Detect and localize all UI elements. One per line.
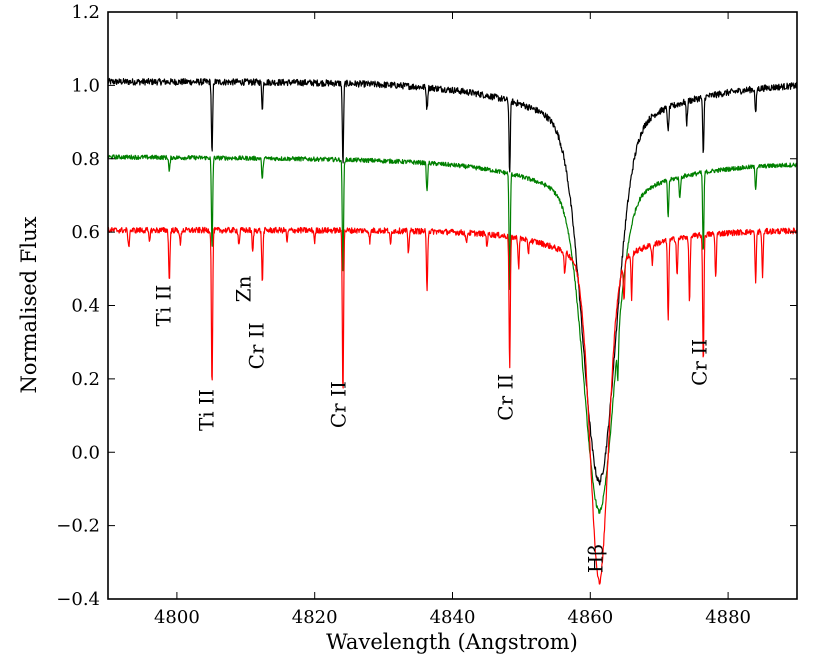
y-tick-label: −0.4 — [56, 589, 100, 610]
y-tick-label: 0.8 — [71, 149, 100, 170]
line-annotation: Ti II — [152, 285, 176, 327]
y-axis-label: Normalised Flux — [17, 216, 41, 393]
y-tick-label: 1.0 — [71, 75, 100, 96]
x-tick-label: 4800 — [154, 607, 200, 628]
y-tick-label: 0.0 — [71, 442, 100, 463]
x-tick-label: 4820 — [292, 607, 338, 628]
y-tick-label: 1.2 — [71, 2, 100, 23]
y-tick-label: 0.4 — [71, 296, 100, 317]
x-axis-label: Wavelength (Angstrom) — [326, 630, 578, 654]
plot-lines — [107, 77, 798, 585]
axis-ticks: 4800 4820 4840 4860 4880 −0.4 −0.2 0.0 0.2 0.4 0.6… — [56, 2, 797, 628]
y-tick-label: −0.2 — [56, 516, 100, 537]
x-tick-label: 4880 — [705, 607, 751, 628]
line-annotation: Cr II — [327, 381, 351, 428]
series-line-2 — [107, 226, 798, 585]
series-line-1 — [107, 154, 798, 514]
line-annotation: Zn — [232, 275, 256, 302]
x-tick-label: 4860 — [567, 607, 613, 628]
y-tick-label: 0.6 — [71, 222, 100, 243]
line-annotation: Hβ — [584, 544, 608, 573]
line-annotations: Ti II Ti II Cr II Zn Cr II Cr II Cr II Hβ — [152, 275, 712, 573]
series-line-0 — [107, 77, 798, 486]
line-annotation: Cr II — [245, 322, 269, 369]
y-tick-label: 0.2 — [71, 369, 100, 390]
line-annotation: Cr II — [688, 339, 712, 386]
line-annotation: Ti II — [194, 389, 218, 431]
line-annotation: Cr II — [493, 374, 517, 421]
x-tick-label: 4840 — [430, 607, 476, 628]
